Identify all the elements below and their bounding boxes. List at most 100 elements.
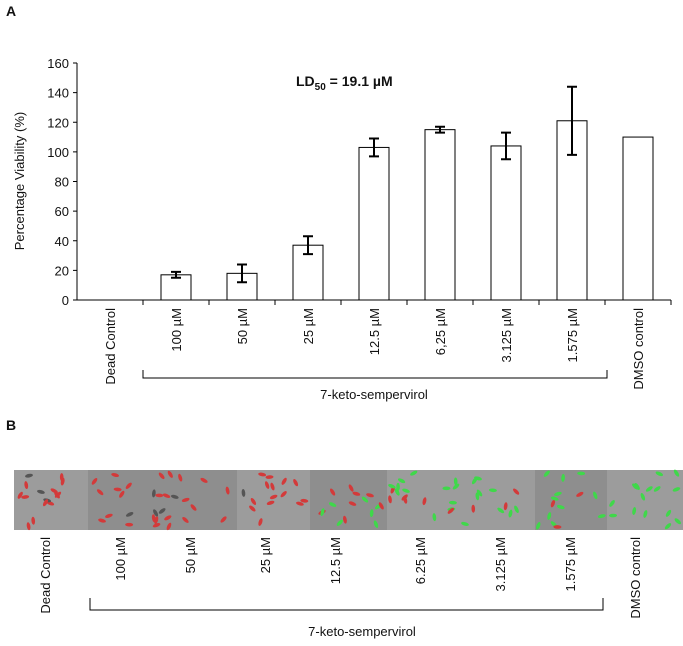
annotation-part: = 19.1 µM <box>326 73 393 89</box>
cell <box>609 500 615 507</box>
cell <box>258 518 263 526</box>
cell <box>320 508 325 516</box>
cell <box>50 488 58 494</box>
cell <box>329 488 336 496</box>
cell <box>448 500 457 505</box>
cell <box>513 488 520 495</box>
cell <box>54 491 62 498</box>
error-bar <box>171 270 181 279</box>
image-tile <box>387 470 535 530</box>
cell <box>113 487 122 492</box>
bar <box>358 146 390 301</box>
cell <box>640 493 646 501</box>
cell <box>270 482 275 491</box>
cell <box>369 509 374 518</box>
cell <box>475 492 480 501</box>
annotation: LD50 = 19.1 µM <box>296 73 393 93</box>
cell <box>550 496 559 501</box>
x-tick-label: 6.25 µM <box>413 537 428 584</box>
cell <box>453 477 458 486</box>
image-tile <box>607 470 683 530</box>
cell <box>471 477 478 485</box>
cell <box>348 501 357 506</box>
y-tick-label: 140 <box>47 86 69 101</box>
y-tick-label: 80 <box>55 175 69 190</box>
cell <box>105 513 113 518</box>
cell <box>653 486 661 492</box>
image-tile <box>14 470 88 530</box>
cell <box>37 489 45 494</box>
group-label: 7-keto-sempervirol <box>320 387 428 402</box>
bar <box>424 129 456 301</box>
image-tile <box>535 470 607 530</box>
cell <box>151 489 156 498</box>
cell <box>422 497 427 506</box>
error-bar <box>435 125 445 134</box>
microscopy-strip <box>14 469 683 531</box>
cell <box>674 518 682 525</box>
error-bar <box>567 85 577 156</box>
cell <box>593 491 598 500</box>
x-tick-label: 100 µM <box>113 537 128 581</box>
cell <box>241 488 246 497</box>
cell <box>125 512 134 517</box>
cell <box>170 494 179 499</box>
cell <box>125 482 132 489</box>
cell <box>632 507 637 515</box>
cell <box>158 508 166 514</box>
cell <box>645 486 653 492</box>
cell <box>514 505 519 513</box>
cell <box>153 509 159 517</box>
cell <box>508 509 513 518</box>
cell <box>432 513 437 522</box>
y-tick-label: 40 <box>55 234 69 249</box>
group-bracket <box>142 370 608 379</box>
cell <box>265 475 274 479</box>
group-label: 7-keto-sempervirol <box>308 624 416 639</box>
cell <box>476 489 483 497</box>
cell <box>396 482 400 491</box>
x-tick-label: 100 µM <box>169 308 184 352</box>
cell <box>181 497 190 503</box>
cell <box>402 488 410 493</box>
cell <box>673 469 680 477</box>
x-tick-label: 12.5 µM <box>328 537 343 584</box>
cell <box>488 488 497 493</box>
cell <box>401 494 408 501</box>
y-tick-label: 20 <box>55 263 69 278</box>
error-bar <box>369 137 379 158</box>
cell <box>576 491 584 497</box>
cell <box>536 522 541 530</box>
cell <box>366 493 374 498</box>
image-tile <box>310 470 387 530</box>
error-bar <box>501 131 511 161</box>
cell <box>336 519 343 526</box>
cell <box>442 486 451 491</box>
error-bar <box>237 263 247 284</box>
cell <box>632 483 639 490</box>
cell <box>154 516 159 524</box>
cell <box>643 510 648 518</box>
cell <box>556 504 565 510</box>
cell <box>343 515 347 524</box>
cell <box>597 514 606 519</box>
cell <box>167 470 173 478</box>
cell <box>190 504 197 511</box>
cell <box>249 505 256 512</box>
cell <box>225 486 230 495</box>
cell <box>280 491 287 498</box>
cell <box>561 473 565 482</box>
x-tick-label: 6,25 µM <box>433 308 448 355</box>
x-tick-label: 1.575 µM <box>565 308 580 362</box>
panel-label: A <box>6 3 16 19</box>
cell <box>497 507 505 514</box>
cell <box>543 470 550 477</box>
x-tick-label: Dead Control <box>103 308 118 385</box>
cell <box>111 473 120 478</box>
cell <box>119 490 125 498</box>
x-tick-label: 50 µM <box>183 537 198 573</box>
y-tick-label: 60 <box>55 204 69 219</box>
cell <box>250 498 257 505</box>
x-tick-label: 3.125 µM <box>499 308 514 362</box>
cell <box>258 472 267 477</box>
